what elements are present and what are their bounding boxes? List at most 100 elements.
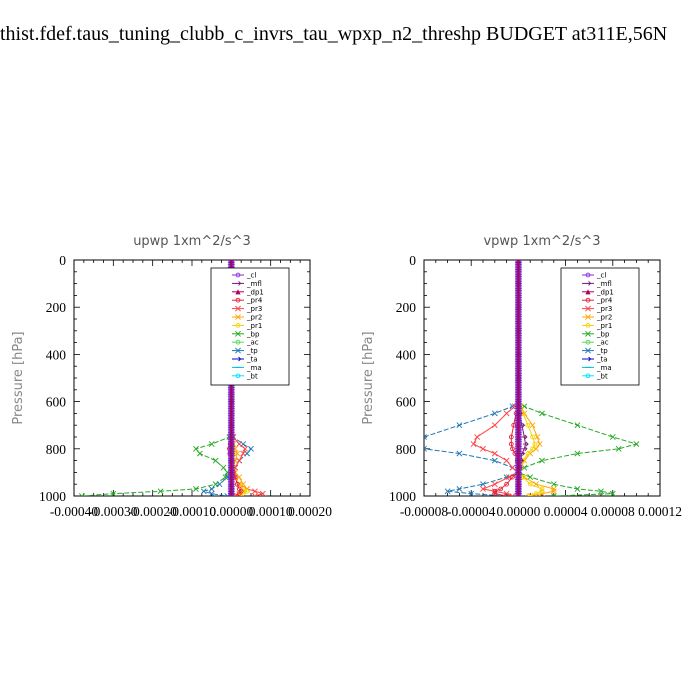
vpwp-y-tick-label: 600 bbox=[396, 395, 417, 410]
upwp-data-point-bp bbox=[193, 486, 199, 492]
vpwp-data-point-pr3 bbox=[474, 434, 481, 440]
upwp-data-point-pr3 bbox=[259, 490, 266, 496]
vpwp-data-point-tp bbox=[480, 481, 486, 488]
upwp-legend-marker bbox=[235, 330, 241, 337]
upwp-legend-label: _ac bbox=[246, 339, 259, 347]
upwp-legend-label: _pr1 bbox=[246, 322, 262, 330]
upwp-data-point-bp bbox=[208, 441, 215, 447]
vpwp-data-point-bp bbox=[550, 481, 557, 488]
upwp-legend-marker bbox=[235, 289, 241, 295]
vpwp-data-point-pr1 bbox=[533, 491, 539, 496]
upwp-x-tick-label: 0.00000 bbox=[209, 504, 253, 519]
vpwp-panel: vpwp 1xm^2/s^3 Pressure [hPa] 0 200 400 600 80… bbox=[361, 234, 682, 519]
vpwp-data-point-bp bbox=[574, 422, 581, 429]
upwp-data-point-tp bbox=[208, 490, 215, 496]
vpwp-data-point-pr3 bbox=[470, 441, 477, 447]
upwp-legend-label: _dp1 bbox=[246, 288, 264, 296]
vpwp-legend-marker bbox=[585, 347, 591, 354]
vpwp-legend-marker bbox=[585, 314, 591, 320]
vpwp-data-point-bp bbox=[609, 434, 616, 440]
upwp-legend-label: _bt bbox=[246, 372, 258, 380]
vpwp-x-tick-label: 0.00012 bbox=[638, 504, 682, 519]
vpwp-series-line-pr3 bbox=[472, 260, 520, 496]
upwp-data-point-pr2 bbox=[236, 474, 243, 481]
upwp-data-point-bp bbox=[110, 490, 117, 496]
vpwp-data-point-pr1 bbox=[525, 451, 531, 456]
upwp-legend-label: _cl bbox=[246, 272, 256, 280]
vpwp-data-point-mfl bbox=[522, 441, 529, 447]
vpwp-data-point-bp bbox=[550, 493, 557, 496]
vpwp-data-point-bp bbox=[574, 486, 581, 492]
upwp-data-point-bp bbox=[193, 445, 199, 452]
upwp-data-point-pr4 bbox=[234, 481, 240, 487]
upwp-legend-label: _ma bbox=[246, 364, 262, 372]
upwp-legend-label: _mfl bbox=[246, 280, 262, 288]
vpwp-data-point-pr3 bbox=[480, 486, 486, 492]
vpwp-data-point-pr1 bbox=[525, 422, 531, 428]
upwp-y-tick-label: 800 bbox=[46, 442, 67, 457]
vpwp-legend-label: _bp bbox=[596, 330, 610, 338]
vpwp-data-point-mfl bbox=[521, 434, 528, 440]
upwp-data-point-bp bbox=[157, 488, 164, 495]
upwp-data-point-tp bbox=[248, 445, 254, 452]
upwp-legend-marker bbox=[235, 356, 242, 362]
vpwp-legend-label: _pr2 bbox=[596, 314, 612, 322]
upwp-legend-marker bbox=[235, 281, 242, 286]
vpwp-legend-label: _ac bbox=[596, 339, 609, 347]
vpwp-legend-marker bbox=[585, 281, 592, 286]
upwp-y-axis-label: Pressure [hPa] bbox=[11, 331, 26, 424]
vpwp-title: vpwp 1xm^2/s^3 bbox=[483, 234, 600, 249]
vpwp-data-point-pr1 bbox=[539, 486, 545, 492]
upwp-data-point-pr3 bbox=[252, 493, 258, 496]
vpwp-data-point-bp bbox=[539, 457, 545, 464]
upwp-y-tick-label: 1000 bbox=[39, 489, 66, 504]
upwp-legend-label: _tp bbox=[246, 347, 258, 355]
vpwp-legend-label: _pr3 bbox=[596, 305, 612, 313]
vpwp-data-point-pr4 bbox=[508, 441, 514, 447]
vpwp-data-point-tp bbox=[509, 403, 516, 410]
vpwp-x-tick-label: 0.00008 bbox=[591, 504, 635, 519]
upwp-legend-marker bbox=[235, 297, 241, 303]
vpwp-data-point-pr4 bbox=[510, 474, 515, 480]
vpwp-data-point-pr1 bbox=[530, 434, 535, 440]
vpwp-data-point-bp bbox=[539, 410, 545, 417]
vpwp-legend-marker bbox=[585, 323, 591, 328]
upwp-legend-marker bbox=[235, 323, 241, 328]
vpwp-x-tick-label: 0.00000 bbox=[496, 504, 540, 519]
upwp-panel: upwp 1xm^2/s^3 Pressure [hPa] 0 200 400 600 80… bbox=[11, 234, 332, 519]
upwp-series-line-bp bbox=[81, 260, 232, 496]
vpwp-data-point-pr2 bbox=[550, 488, 557, 495]
vpwp-series-line-tp bbox=[424, 260, 520, 496]
vpwp-data-point-pr3 bbox=[491, 422, 498, 429]
upwp-x-tick-label: -0.00040 bbox=[50, 504, 99, 519]
vpwp-data-point-pr2 bbox=[533, 445, 540, 452]
vpwp-y-axis-label: Pressure [hPa] bbox=[361, 331, 376, 424]
vpwp-data-point-pr4 bbox=[492, 491, 498, 496]
upwp-y-tick-label: 400 bbox=[46, 347, 67, 362]
vpwp-y-tick-label: 800 bbox=[396, 442, 417, 457]
vpwp-data-point-pr4 bbox=[504, 493, 509, 496]
vpwp-data-point-pr3 bbox=[491, 481, 498, 488]
vpwp-legend-label: _pr4 bbox=[596, 297, 613, 305]
upwp-data-point-pr2 bbox=[240, 481, 247, 488]
page-title: thist.fdef.taus_tuning_clubb_c_invrs_tau… bbox=[0, 23, 667, 45]
upwp-legend-marker bbox=[235, 373, 241, 379]
vpwp-x-tick-label: 0.00004 bbox=[544, 504, 588, 519]
upwp-data-point-tp bbox=[216, 481, 223, 488]
upwp-legend-marker bbox=[235, 347, 241, 354]
vpwp-legend-marker bbox=[585, 305, 591, 312]
vpwp-data-point-pr1 bbox=[539, 488, 545, 494]
vpwp-legend-marker bbox=[585, 373, 591, 379]
vpwp-y-tick-label: 0 bbox=[409, 253, 416, 268]
vpwp-data-point-pr1 bbox=[525, 493, 531, 496]
vpwp-data-point-pr4 bbox=[492, 488, 498, 494]
upwp-data-point-tp bbox=[200, 488, 207, 495]
upwp-x-tick-label: -0.00010 bbox=[168, 504, 217, 519]
upwp-x-tick-label: 0.00010 bbox=[249, 504, 293, 519]
upwp-legend: _cl_mfl_dp1_pr4_pr3_pr2_pr1_bp_ac_tp_ta_… bbox=[210, 267, 290, 386]
upwp-legend-label: _pr2 bbox=[246, 314, 262, 322]
upwp-x-tick-label: -0.00020 bbox=[128, 504, 177, 519]
vpwp-y-tick-label: 400 bbox=[396, 347, 417, 362]
vpwp-data-point-pr3 bbox=[509, 493, 516, 496]
